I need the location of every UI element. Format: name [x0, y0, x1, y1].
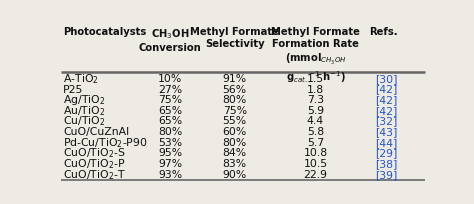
- Text: 80%: 80%: [222, 137, 247, 147]
- Text: [32]: [32]: [375, 116, 398, 126]
- Text: 1.8: 1.8: [307, 84, 324, 94]
- Text: 4.4: 4.4: [307, 116, 324, 126]
- Text: [44]: [44]: [375, 137, 398, 147]
- Text: [42]: [42]: [375, 95, 398, 105]
- Text: 10.5: 10.5: [303, 158, 328, 168]
- Text: [42]: [42]: [375, 84, 398, 94]
- Text: 10.8: 10.8: [303, 148, 328, 158]
- Text: [43]: [43]: [375, 126, 398, 136]
- Text: Refs.: Refs.: [369, 27, 398, 37]
- Text: 1.5: 1.5: [307, 73, 324, 83]
- Text: Cu/TiO$_2$: Cu/TiO$_2$: [63, 114, 105, 128]
- Text: 7.3: 7.3: [307, 95, 324, 105]
- Text: 56%: 56%: [223, 84, 247, 94]
- Text: CuO/CuZnAl: CuO/CuZnAl: [63, 126, 129, 136]
- Text: 5.8: 5.8: [307, 126, 324, 136]
- Text: [42]: [42]: [375, 105, 398, 115]
- Text: [38]: [38]: [375, 158, 398, 168]
- Text: 91%: 91%: [223, 73, 247, 83]
- Text: 5.7: 5.7: [307, 137, 324, 147]
- Text: 65%: 65%: [158, 116, 182, 126]
- Text: 84%: 84%: [223, 148, 247, 158]
- Text: 27%: 27%: [158, 84, 182, 94]
- Text: Photocatalysts: Photocatalysts: [63, 27, 146, 37]
- Text: 83%: 83%: [223, 158, 247, 168]
- Text: 75%: 75%: [158, 95, 182, 105]
- Text: 80%: 80%: [222, 95, 247, 105]
- Text: 75%: 75%: [223, 105, 247, 115]
- Text: 5.9: 5.9: [307, 105, 324, 115]
- Text: Au/TiO$_2$: Au/TiO$_2$: [63, 103, 105, 117]
- Text: 22.9: 22.9: [303, 169, 328, 179]
- Text: 95%: 95%: [158, 148, 182, 158]
- Text: CH$_3$OH
Conversion: CH$_3$OH Conversion: [139, 27, 202, 52]
- Text: 80%: 80%: [158, 126, 182, 136]
- Text: 60%: 60%: [222, 126, 247, 136]
- Text: A-TiO$_2$: A-TiO$_2$: [63, 72, 99, 85]
- Text: 97%: 97%: [158, 158, 182, 168]
- Text: 10%: 10%: [158, 73, 182, 83]
- Text: 53%: 53%: [158, 137, 182, 147]
- Text: [30]: [30]: [375, 73, 398, 83]
- Text: CuO/TiO$_2$-T: CuO/TiO$_2$-T: [63, 167, 126, 181]
- Text: Pd-Cu/TiO$_2$-P90: Pd-Cu/TiO$_2$-P90: [63, 135, 147, 149]
- Text: CuO/TiO$_2$-P: CuO/TiO$_2$-P: [63, 156, 125, 170]
- Text: Methyl Formate
Selectivity: Methyl Formate Selectivity: [190, 27, 279, 49]
- Text: Methyl Formate
Formation Rate
(mmol$_{CH_3OH}$
g$_{cat.}$$^{-1}$ h$^{-1}$): Methyl Formate Formation Rate (mmol$_{CH…: [271, 27, 360, 85]
- Text: 55%: 55%: [223, 116, 247, 126]
- Text: 65%: 65%: [158, 105, 182, 115]
- Text: 93%: 93%: [158, 169, 182, 179]
- Text: [29]: [29]: [375, 148, 398, 158]
- Text: [39]: [39]: [375, 169, 398, 179]
- Text: CuO/TiO$_2$-S: CuO/TiO$_2$-S: [63, 146, 126, 160]
- Text: P25: P25: [63, 84, 83, 94]
- Text: Ag/TiO$_2$: Ag/TiO$_2$: [63, 93, 105, 107]
- Text: 90%: 90%: [222, 169, 247, 179]
